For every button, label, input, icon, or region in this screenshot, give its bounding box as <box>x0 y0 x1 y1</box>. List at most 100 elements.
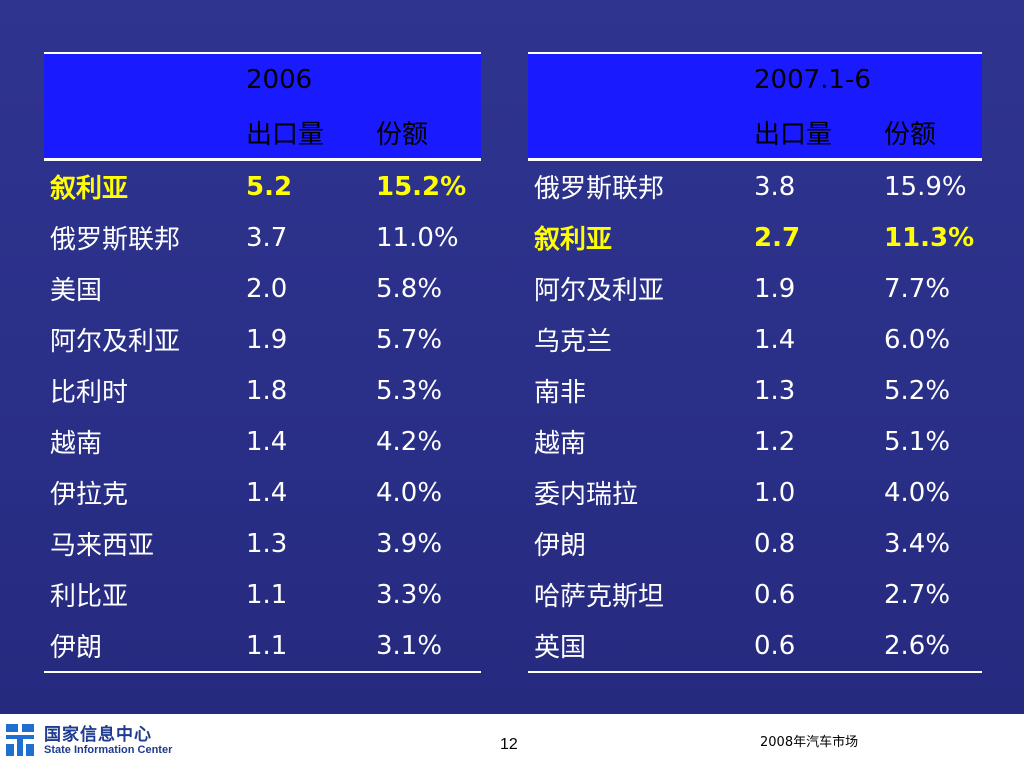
share-cell: 2.6% <box>878 620 982 673</box>
table-row: 俄罗斯联邦 3.7 11.0% <box>44 212 481 263</box>
volume-cell: 1.0 <box>754 477 796 508</box>
country-cell: 乌克兰 <box>534 327 613 357</box>
header-volume: 出口量 <box>748 106 878 161</box>
table-row: 英国 0.6 2.6% <box>528 620 982 673</box>
share-cell: 5.3% <box>376 375 443 406</box>
slide-footer: 国家信息中心 State Information Center 12 2008年… <box>0 714 1024 768</box>
share-cell: 6.0% <box>884 324 951 355</box>
volume-cell: 1.4 <box>754 324 796 355</box>
volume-cell: 0.6 <box>748 620 878 673</box>
share-cell: 11.3% <box>884 222 975 253</box>
header-blank <box>528 52 748 106</box>
share-cell: 5.1% <box>884 426 951 457</box>
country-cell: 委内瑞拉 <box>534 480 639 510</box>
volume-cell: 1.9 <box>246 324 288 355</box>
page-number: 12 <box>500 736 518 753</box>
volume-cell: 1.2 <box>754 426 796 457</box>
table-body: 叙利亚 5.2 15.2% 俄罗斯联邦 3.7 11.0% 美国 2.0 5.8% 阿尔及利亚 1.… <box>44 160 481 673</box>
country-cell: 南非 <box>534 378 587 408</box>
volume-cell: 0.6 <box>754 579 796 610</box>
country-cell: 比利时 <box>50 378 129 408</box>
country-cell: 越南 <box>50 429 103 459</box>
share-cell: 7.7% <box>884 273 951 304</box>
share-cell: 15.2% <box>376 171 467 202</box>
share-cell: 4.2% <box>376 426 443 457</box>
header-blank <box>370 52 481 106</box>
country-cell: 俄罗斯联邦 <box>50 225 181 255</box>
share-cell: 3.4% <box>884 528 951 559</box>
share-cell: 5.7% <box>376 324 443 355</box>
volume-cell: 1.4 <box>246 426 288 457</box>
share-cell: 2.7% <box>884 579 951 610</box>
share-cell: 5.2% <box>884 375 951 406</box>
table-row: 伊拉克 1.4 4.0% <box>44 467 481 518</box>
table-row: 阿尔及利亚 1.9 5.7% <box>44 314 481 365</box>
country-cell: 美国 <box>50 276 103 306</box>
header-blank <box>44 106 240 161</box>
country-cell: 伊朗 <box>534 531 587 561</box>
table-row: 伊朗 1.1 3.1% <box>44 620 481 673</box>
volume-cell: 1.3 <box>754 375 796 406</box>
share-cell: 15.9% <box>884 171 967 202</box>
header-blank <box>44 52 240 106</box>
table-row: 委内瑞拉 1.0 4.0% <box>528 467 982 518</box>
header-year: 2006 <box>240 52 370 106</box>
share-cell: 4.0% <box>884 477 951 508</box>
table-row: 阿尔及利亚 1.9 7.7% <box>528 263 982 314</box>
volume-cell: 5.2 <box>246 171 293 202</box>
country-cell: 伊朗 <box>44 620 240 673</box>
volume-cell: 0.8 <box>754 528 796 559</box>
table-row: 越南 1.2 5.1% <box>528 416 982 467</box>
export-table-2006: 2006 出口量 份额 叙利亚 5.2 15.2% 俄罗斯联邦 3.7 11.0% 美国 2.… <box>44 52 481 673</box>
country-cell: 俄罗斯联邦 <box>534 174 665 204</box>
country-cell: 叙利亚 <box>534 225 613 255</box>
share-cell: 3.9% <box>376 528 443 559</box>
share-cell: 5.8% <box>376 273 443 304</box>
table-row: 比利时 1.8 5.3% <box>44 365 481 416</box>
table-row: 叙利亚 5.2 15.2% <box>44 160 481 213</box>
table-row: 俄罗斯联邦 3.8 15.9% <box>528 160 982 213</box>
country-cell: 英国 <box>528 620 748 673</box>
country-cell: 越南 <box>534 429 587 459</box>
volume-cell: 1.9 <box>754 273 796 304</box>
table-row: 美国 2.0 5.8% <box>44 263 481 314</box>
country-cell: 哈萨克斯坦 <box>534 582 665 612</box>
table-row: 利比亚 1.1 3.3% <box>44 569 481 620</box>
table-row: 哈萨克斯坦 0.6 2.7% <box>528 569 982 620</box>
export-table-2007h1: 2007.1-6 出口量 份额 俄罗斯联邦 3.8 15.9% 叙利亚 2.7 11.3%… <box>528 52 982 673</box>
country-cell: 阿尔及利亚 <box>50 327 181 357</box>
share-cell: 4.0% <box>376 477 443 508</box>
volume-cell: 3.7 <box>246 222 288 253</box>
sic-logo-icon <box>4 722 36 758</box>
table-row: 南非 1.3 5.2% <box>528 365 982 416</box>
volume-cell: 1.3 <box>246 528 288 559</box>
country-cell: 利比亚 <box>50 582 129 612</box>
country-cell: 叙利亚 <box>50 174 129 204</box>
table-body: 俄罗斯联邦 3.8 15.9% 叙利亚 2.7 11.3% 阿尔及利亚 1.9 7.7% 乌克兰 1… <box>528 160 982 673</box>
volume-cell: 2.0 <box>246 273 288 304</box>
share-cell: 3.1% <box>370 620 481 673</box>
header-year: 2007.1-6 <box>748 52 878 106</box>
header-volume: 出口量 <box>240 106 370 161</box>
country-cell: 马来西亚 <box>50 531 155 561</box>
header-blank <box>878 52 982 106</box>
volume-cell: 1.1 <box>246 579 288 610</box>
share-cell: 3.3% <box>376 579 443 610</box>
share-cell: 11.0% <box>376 222 459 253</box>
table-row: 叙利亚 2.7 11.3% <box>528 212 982 263</box>
org-name-en: State Information Center <box>44 744 173 756</box>
table-row: 越南 1.4 4.2% <box>44 416 481 467</box>
country-cell: 伊拉克 <box>50 480 129 510</box>
table-row: 马来西亚 1.3 3.9% <box>44 518 481 569</box>
table-row: 乌克兰 1.4 6.0% <box>528 314 982 365</box>
header-share: 份额 <box>370 106 481 161</box>
org-name-cn: 国家信息中心 <box>44 725 152 745</box>
volume-cell: 1.8 <box>246 375 288 406</box>
header-blank <box>528 106 748 161</box>
table-row: 伊朗 0.8 3.4% <box>528 518 982 569</box>
footer-title: 2008年汽车市场 <box>760 735 859 750</box>
volume-cell: 2.7 <box>754 222 801 253</box>
volume-cell: 1.1 <box>240 620 370 673</box>
header-share: 份额 <box>878 106 982 161</box>
country-cell: 阿尔及利亚 <box>534 276 665 306</box>
